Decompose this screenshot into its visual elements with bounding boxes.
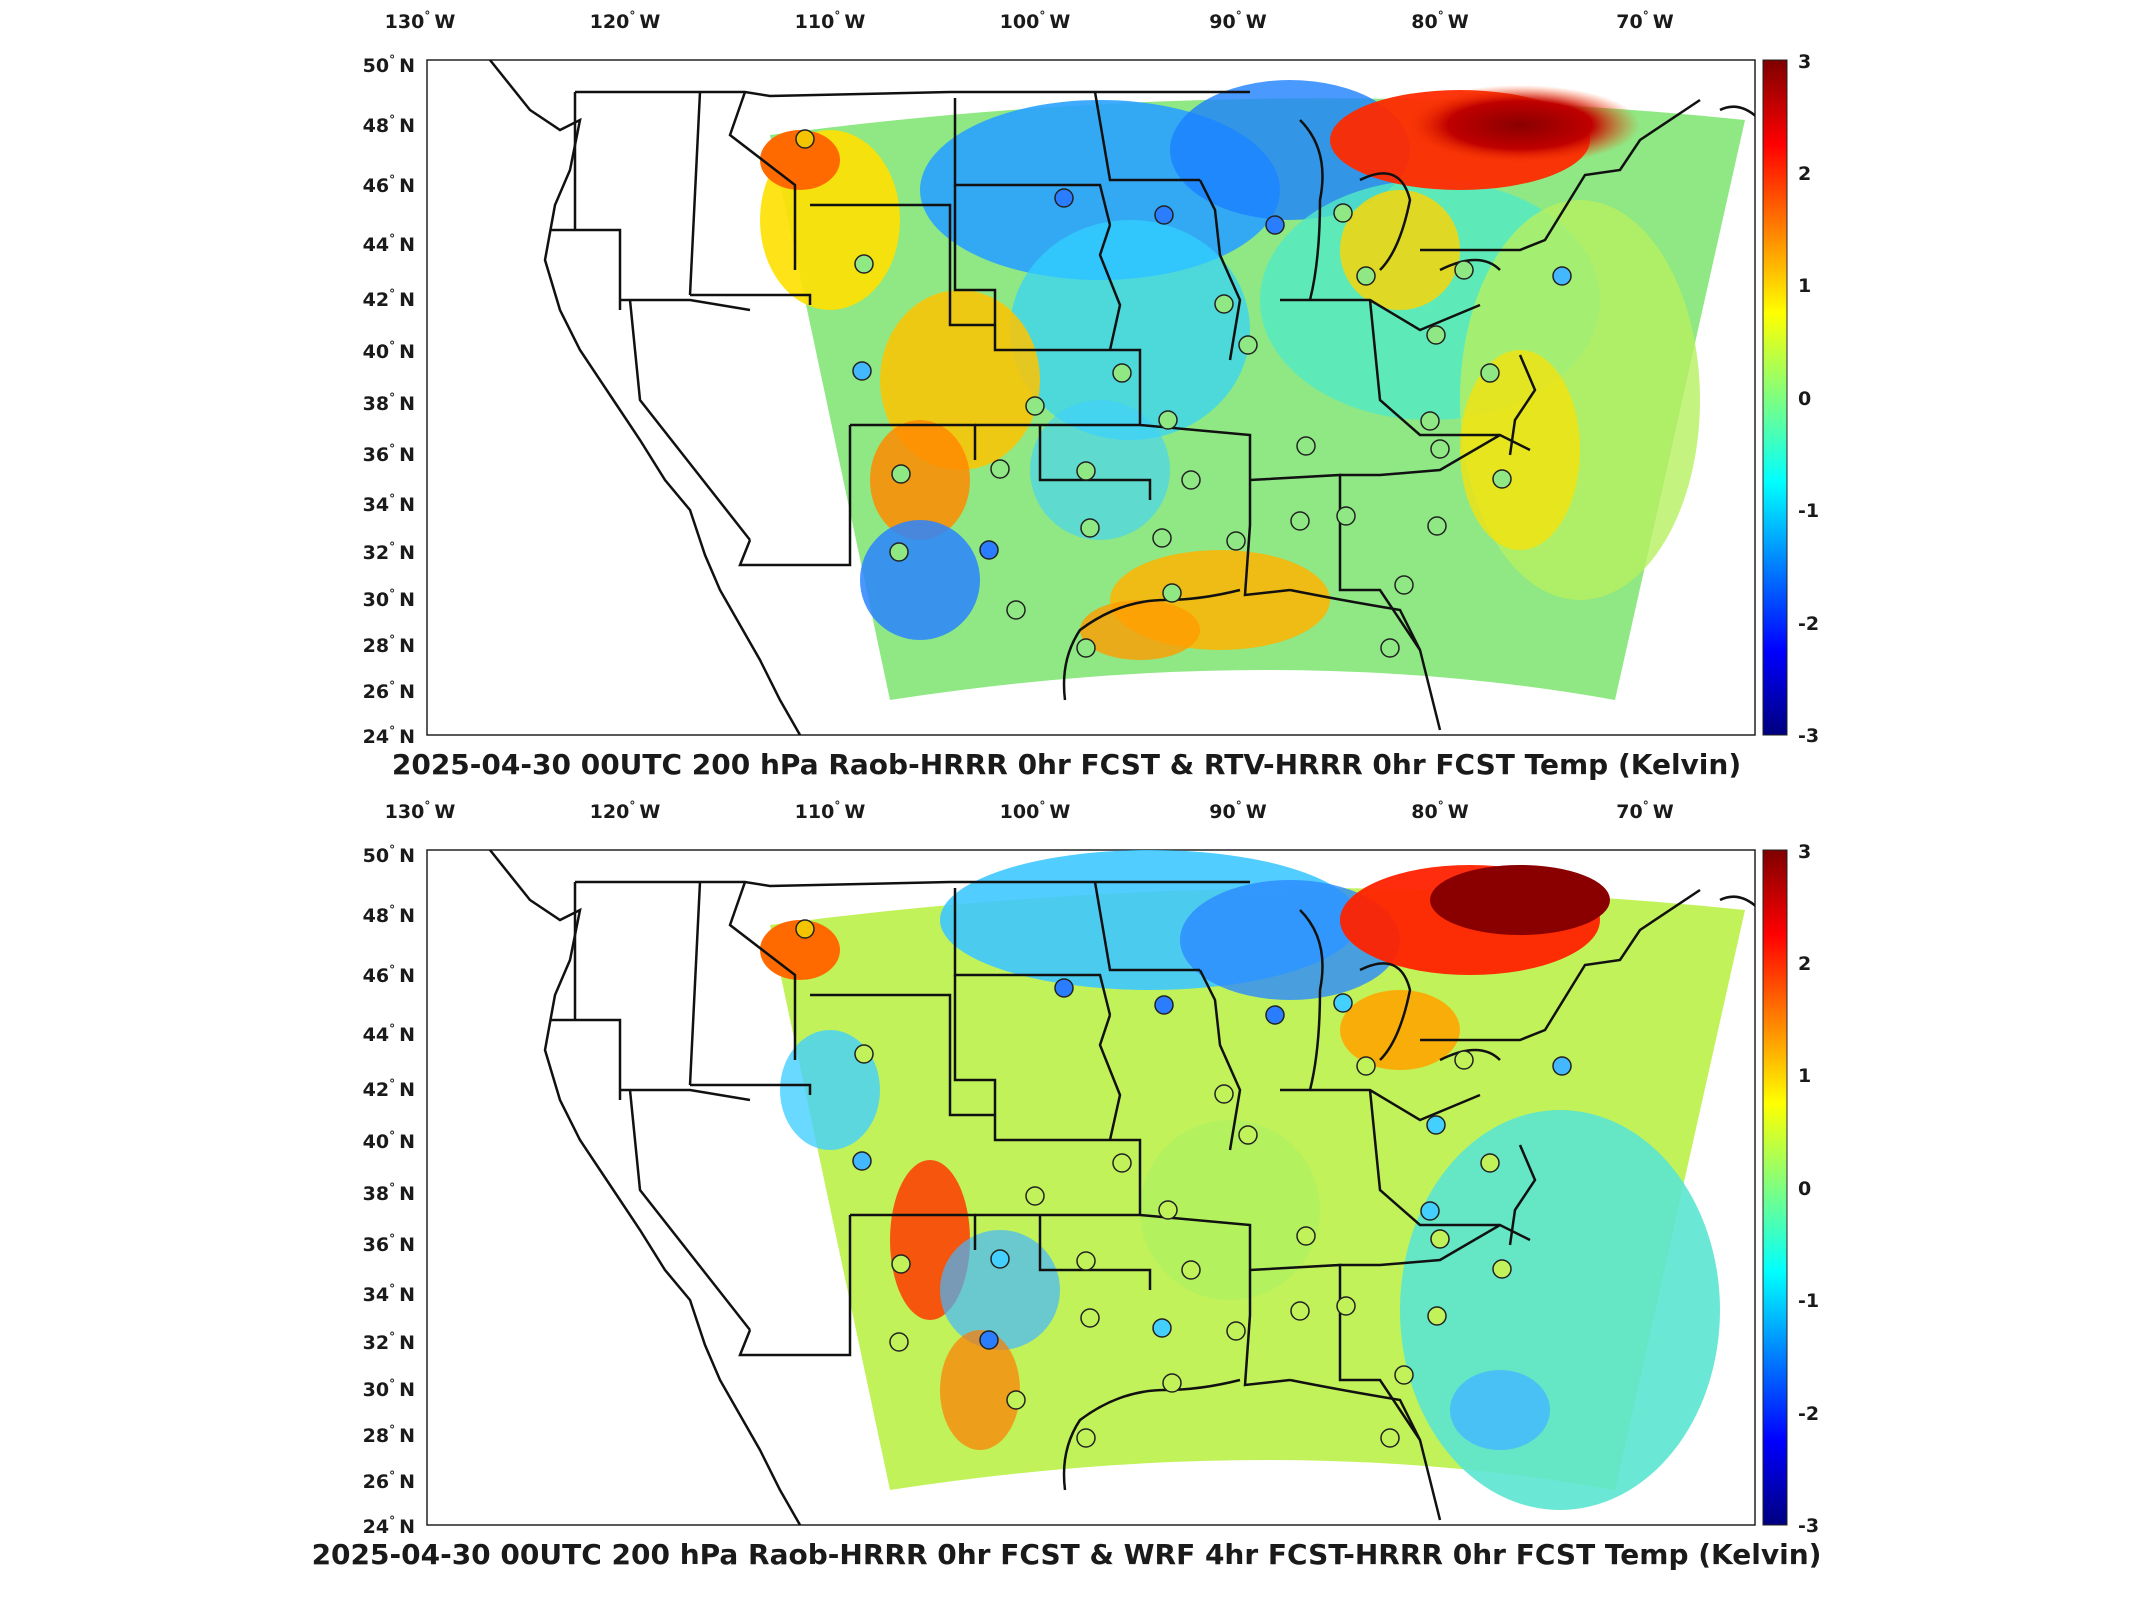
lon-tick-labels: 130° W 120° W 110° W 100° W 90° W 80° W 70° W bbox=[385, 799, 1674, 823]
svg-text:110°W: 110° W bbox=[795, 9, 866, 33]
svg-text:100°W: 100° W bbox=[1000, 9, 1071, 33]
svg-text:46°N: 46° N bbox=[363, 173, 415, 197]
colorbar: 3 2 1 0 -1 -2 -3 bbox=[1762, 841, 1819, 1537]
svg-text:30°N: 30° N bbox=[363, 1377, 415, 1401]
svg-text:44°N: 44° N bbox=[363, 1022, 415, 1046]
lon-tick-labels: 130° W 120° W 110° W 100° W 90° W 80° W 70° W bbox=[385, 9, 1674, 33]
colorbar: 3 2 1 0 -1 -2 -3 bbox=[1762, 51, 1819, 747]
svg-text:110°W: 110° W bbox=[795, 799, 866, 823]
svg-text:90°W: 90° W bbox=[1209, 799, 1266, 823]
svg-text:32°N: 32° N bbox=[363, 540, 415, 564]
svg-text:-2: -2 bbox=[1798, 1403, 1819, 1425]
svg-text:28°N: 28° N bbox=[363, 633, 415, 657]
svg-text:70°W: 70° W bbox=[1616, 9, 1673, 33]
svg-text:24°N: 24° N bbox=[363, 724, 415, 748]
lat-tick-labels: 50° N 48° N 46° N 44° N 42° N 40° N 38° N 36° N … bbox=[363, 843, 415, 1538]
svg-text:3: 3 bbox=[1798, 51, 1811, 73]
raob-stations bbox=[795, 919, 1572, 1448]
svg-text:34°N: 34° N bbox=[363, 492, 415, 516]
svg-text:0: 0 bbox=[1798, 388, 1811, 410]
svg-text:120°W: 120° W bbox=[590, 799, 661, 823]
svg-text:30°N: 30° N bbox=[363, 587, 415, 611]
svg-text:48°N: 48° N bbox=[363, 903, 415, 927]
svg-text:26°N: 26° N bbox=[363, 1469, 415, 1493]
svg-text:-1: -1 bbox=[1798, 500, 1819, 522]
svg-text:50°N: 50° N bbox=[363, 53, 415, 77]
temperature-field bbox=[760, 80, 1745, 701]
svg-text:40°N: 40° N bbox=[363, 1129, 415, 1153]
svg-text:32°N: 32° N bbox=[363, 1330, 415, 1354]
svg-text:36°N: 36° N bbox=[363, 442, 415, 466]
map-panel-2: 130° W 120° W 110° W 100° W 90° W 80° W 70° W 5… bbox=[0, 790, 2133, 1600]
svg-text:-3: -3 bbox=[1798, 725, 1819, 747]
raob-stations bbox=[795, 129, 1572, 658]
svg-text:1: 1 bbox=[1798, 1065, 1811, 1087]
svg-text:2: 2 bbox=[1798, 163, 1811, 185]
borders bbox=[489, 850, 1755, 1525]
svg-text:36°N: 36° N bbox=[363, 1232, 415, 1256]
svg-text:42°N: 42° N bbox=[363, 1077, 415, 1101]
svg-text:24°N: 24° N bbox=[363, 1514, 415, 1538]
map-panel-1: 130° W 120° W 110° W 100° W 90° W 80° W 70° W 5… bbox=[363, 9, 1819, 781]
svg-text:-1: -1 bbox=[1798, 1290, 1819, 1312]
svg-text:-3: -3 bbox=[1798, 1515, 1819, 1537]
svg-text:2: 2 bbox=[1798, 953, 1811, 975]
svg-text:44°N: 44° N bbox=[363, 232, 415, 256]
svg-text:40°N: 40° N bbox=[363, 339, 415, 363]
svg-text:1: 1 bbox=[1798, 275, 1811, 297]
panel-title: 2025-04-30 00UTC 200 hPa Raob-HRRR 0hr F… bbox=[311, 1538, 1822, 1571]
svg-text:48°N: 48° N bbox=[363, 113, 415, 137]
svg-text:-2: -2 bbox=[1798, 613, 1819, 635]
svg-text:3: 3 bbox=[1798, 841, 1811, 863]
svg-text:80°W: 80° W bbox=[1411, 9, 1468, 33]
panel-title: 2025-04-30 00UTC 200 hPa Raob-HRRR 0hr F… bbox=[391, 748, 1742, 781]
svg-text:50°N: 50° N bbox=[363, 843, 415, 867]
svg-text:0: 0 bbox=[1798, 1178, 1811, 1200]
svg-text:130°W: 130° W bbox=[385, 9, 456, 33]
map-svg-1: 130° W 120° W 110° W 100° W 90° W 80° W 70° W 5… bbox=[363, 9, 1819, 748]
svg-text:38°N: 38° N bbox=[363, 391, 415, 415]
svg-text:90°W: 90° W bbox=[1209, 9, 1266, 33]
svg-text:34°N: 34° N bbox=[363, 1282, 415, 1306]
svg-text:46°N: 46° N bbox=[363, 963, 415, 987]
lat-tick-labels: 50° N 48° N 46° N 44° N 42° N 40° N 38° N 36° N … bbox=[363, 53, 415, 748]
svg-text:42°N: 42° N bbox=[363, 287, 415, 311]
svg-text:100°W: 100° W bbox=[1000, 799, 1071, 823]
svg-text:130°W: 130° W bbox=[385, 799, 456, 823]
map-svg-2: 130° W 120° W 110° W 100° W 90° W 80° W 70° W 5… bbox=[363, 799, 1819, 1538]
temperature-field bbox=[760, 850, 1745, 1510]
svg-text:38°N: 38° N bbox=[363, 1181, 415, 1205]
colorbar-ticks: 3 2 1 0 -1 -2 -3 bbox=[1798, 841, 1819, 1537]
borders bbox=[489, 60, 1755, 735]
svg-text:28°N: 28° N bbox=[363, 1423, 415, 1447]
svg-text:70°W: 70° W bbox=[1616, 799, 1673, 823]
svg-text:120°W: 120° W bbox=[590, 9, 661, 33]
svg-text:26°N: 26° N bbox=[363, 679, 415, 703]
colorbar-ticks: 3 2 1 0 -1 -2 -3 bbox=[1798, 51, 1819, 747]
svg-text:80°W: 80° W bbox=[1411, 799, 1468, 823]
